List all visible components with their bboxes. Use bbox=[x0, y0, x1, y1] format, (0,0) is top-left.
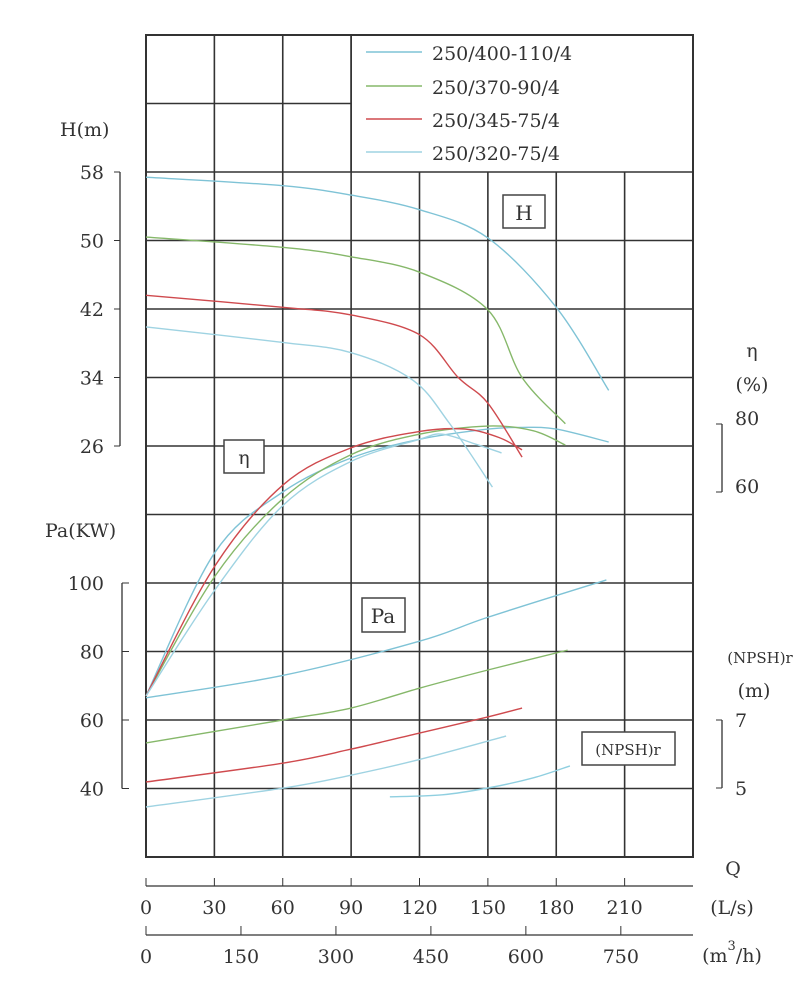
npshr-tick-label: 7 bbox=[735, 710, 747, 732]
h-box-text: H bbox=[515, 201, 532, 225]
h-tick-label: 34 bbox=[80, 368, 104, 390]
q-m3h-tick-label: 450 bbox=[413, 946, 449, 968]
eta-tick-label: 60 bbox=[735, 476, 759, 498]
npshr-box-text: (NPSH)r bbox=[595, 741, 661, 759]
curves bbox=[145, 176, 610, 808]
q-ls-tick-label: 120 bbox=[401, 897, 437, 919]
npshr-tick-label: 5 bbox=[735, 778, 747, 800]
head-curve-250-400-110-4 bbox=[145, 176, 610, 391]
legend-entry: 250/320-75/4 bbox=[432, 143, 560, 165]
eta-tick-label: 80 bbox=[735, 408, 759, 430]
h-tick-label: 42 bbox=[80, 299, 104, 321]
efficiency-curve-250-400-110-4 bbox=[145, 426, 609, 697]
h-box-label: H bbox=[502, 194, 546, 229]
q-ls-tick-label: 210 bbox=[606, 897, 642, 919]
pa-tick-label: 60 bbox=[80, 710, 104, 732]
pa-box-text: Pa bbox=[371, 604, 396, 628]
q-ls-tick-label: 60 bbox=[271, 897, 295, 919]
pa-tick-label: 80 bbox=[80, 642, 104, 664]
eta-box-label: η bbox=[223, 439, 265, 474]
power-curve-250-370-90-4 bbox=[145, 649, 568, 744]
legend: 250/400-110/4 250/370-90/4 250/345-75/4 250… bbox=[366, 43, 572, 165]
npshr-axis-unit: (m) bbox=[738, 680, 771, 702]
pa-tick-label: 100 bbox=[68, 573, 104, 595]
q-m3h-tick-label: 0 bbox=[140, 946, 152, 968]
pa-tick-label: 40 bbox=[80, 779, 104, 801]
q-ls-tick-label: 90 bbox=[339, 897, 363, 919]
q-ls-tick-label: 0 bbox=[140, 897, 152, 919]
q-ls-tick-label: 30 bbox=[202, 897, 226, 919]
q-ls-tick-label: 150 bbox=[470, 897, 506, 919]
q-m3h-tick-label: 150 bbox=[223, 946, 259, 968]
eta-axis-label: η bbox=[746, 340, 757, 362]
h-axis-label: H(m) bbox=[60, 119, 109, 141]
npshr-axis-label: (NPSH)r bbox=[727, 649, 793, 667]
efficiency-curve-250-345-75-4 bbox=[145, 427, 523, 697]
power-curve-250-400-110-4 bbox=[145, 579, 607, 699]
q-m3h-tick-label: 300 bbox=[318, 946, 354, 968]
h-tick-label: 26 bbox=[80, 436, 104, 458]
head-curve-250-345-75-4 bbox=[145, 294, 523, 458]
q-ls-tick-label: 180 bbox=[538, 897, 574, 919]
efficiency-curve-250-320-75-4 bbox=[145, 433, 502, 697]
h-tick-label: 58 bbox=[80, 162, 104, 184]
power-curve-250-345-75-4 bbox=[145, 707, 523, 783]
legend-entry: 250/400-110/4 bbox=[432, 43, 572, 65]
pa-box-label: Pa bbox=[361, 597, 406, 633]
eta-box-text: η bbox=[238, 447, 249, 469]
npshr-curve bbox=[389, 765, 571, 798]
h-tick-label: 50 bbox=[80, 231, 104, 253]
power-curve-250-320-75-4 bbox=[145, 735, 507, 808]
q-m3h-unit: (m3/h) bbox=[702, 939, 762, 967]
efficiency-curve-250-370-90-4 bbox=[145, 425, 566, 697]
q-ls-unit: (L/s) bbox=[710, 897, 754, 919]
legend-entry: 250/345-75/4 bbox=[432, 110, 560, 132]
npshr-box-label: (NPSH)r bbox=[581, 731, 676, 766]
eta-axis-unit: (%) bbox=[736, 374, 769, 396]
q-m3h-tick-label: 750 bbox=[603, 946, 639, 968]
head-curve-250-370-90-4 bbox=[145, 236, 566, 425]
head-curve-250-320-75-4 bbox=[145, 326, 494, 488]
q-axis-label: Q bbox=[725, 858, 741, 880]
pa-axis-label: Pa(KW) bbox=[45, 520, 116, 542]
legend-entry: 250/370-90/4 bbox=[432, 77, 560, 99]
q-m3h-tick-label: 600 bbox=[508, 946, 544, 968]
